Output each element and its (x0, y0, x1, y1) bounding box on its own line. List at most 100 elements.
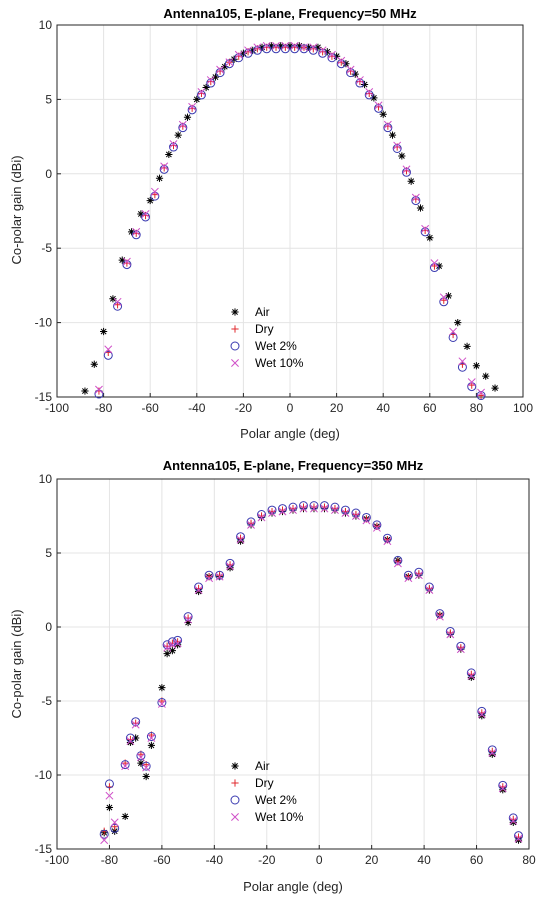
data-point (290, 41, 299, 50)
data-point (142, 763, 151, 772)
data-point (99, 829, 109, 839)
data-point (121, 812, 129, 821)
data-point (165, 150, 173, 159)
data-point (351, 512, 360, 520)
data-point (168, 640, 177, 649)
data-point (374, 101, 383, 110)
data-point (414, 571, 423, 580)
data-point (141, 210, 150, 218)
data-point (183, 612, 193, 622)
grid (56, 478, 530, 850)
data-point (425, 586, 434, 594)
data-point (126, 737, 135, 745)
data-point (215, 572, 224, 581)
data-point (295, 42, 303, 50)
data-point (131, 720, 140, 729)
data-point (169, 142, 178, 152)
tick-labels: -100 -80 -60 -40 -20 0 20 40 60 80 100 -15 -10 -5 0 5 10 (35, 18, 534, 415)
data-point (299, 44, 309, 54)
data-point (416, 204, 425, 212)
x-axis-label: Polar angle (deg) (240, 426, 340, 441)
data-point (204, 570, 214, 580)
data-point (257, 510, 267, 520)
data-marks (81, 41, 499, 401)
x-tick-label: 60 (470, 853, 484, 867)
data-point (288, 502, 298, 512)
chart-50mhz: Antenna105, E-plane, Frequency=50 MHz Po… (9, 6, 533, 441)
data-point (426, 234, 434, 242)
y-tick-label: 5 (45, 546, 52, 560)
x-tick-label: -20 (235, 401, 253, 415)
legend-marker (231, 762, 239, 770)
data-point (393, 555, 403, 565)
data-point (243, 48, 253, 58)
data-point (346, 65, 355, 74)
data-point (382, 533, 392, 543)
x-tick-label: -40 (206, 853, 224, 867)
legend-marker (231, 813, 239, 821)
data-point (234, 50, 243, 59)
data-point (456, 645, 465, 654)
x-tick-label: -100 (45, 853, 69, 867)
data-point (351, 70, 359, 78)
x-tick-label: 20 (365, 853, 379, 867)
x-tick-label: -80 (95, 401, 113, 415)
x-tick-label: 0 (316, 853, 323, 867)
data-point (277, 42, 285, 50)
chart-350mhz: Antenna105, E-plane, Frequency=350 MHz P… (9, 458, 536, 894)
data-point (420, 227, 430, 237)
data-point (320, 504, 329, 513)
data-point (236, 535, 245, 544)
legend-label: Dry (255, 776, 274, 790)
y-tick-label: 5 (45, 92, 52, 106)
data-point (477, 388, 486, 397)
data-point (158, 684, 166, 692)
data-point (194, 582, 204, 592)
data-point (305, 43, 313, 51)
data-point (424, 582, 434, 592)
data-point (132, 227, 141, 236)
legend-label: Wet 2% (255, 339, 297, 353)
data-point (125, 733, 135, 743)
data-point (253, 43, 262, 52)
tick-labels: -100 -80 -60 -40 -20 0 20 40 60 80 -15 -10 -5 0 5 10 (35, 472, 536, 867)
data-point (169, 140, 178, 148)
x-tick-label: -60 (153, 853, 171, 867)
data-point (122, 260, 132, 270)
data-point (187, 105, 197, 115)
data-point (215, 68, 225, 78)
y-axis-label: Co-polar gain (dBi) (9, 609, 24, 718)
data-point (183, 113, 192, 121)
data-point (224, 59, 234, 69)
data-point (142, 772, 150, 781)
data-point (393, 141, 402, 150)
data-point (336, 59, 346, 69)
data-point (239, 49, 247, 57)
data-point (299, 504, 308, 513)
data-point (160, 162, 169, 171)
data-point (141, 212, 151, 222)
data-point (146, 196, 154, 205)
data-point (383, 120, 392, 129)
x-tick-label: 80 (522, 853, 536, 867)
data-point (137, 759, 145, 767)
data-point (290, 44, 300, 54)
data-point (337, 56, 346, 65)
legend-label: Air (255, 305, 270, 319)
legend-label: Wet 10% (255, 356, 304, 370)
data-point (342, 60, 350, 68)
data-point (319, 501, 329, 511)
data-point (445, 626, 455, 636)
data-point (457, 362, 467, 372)
data-point (194, 586, 203, 594)
data-point (197, 88, 206, 96)
legend: Air Dry Wet 2% Wet 10% (230, 305, 304, 370)
data-point (508, 813, 518, 823)
data-point (100, 836, 109, 845)
x-tick-label: -60 (142, 401, 160, 415)
data-point (258, 43, 266, 51)
data-point (398, 152, 406, 160)
data-point (314, 43, 322, 51)
data-point (278, 504, 288, 514)
data-point (168, 647, 176, 655)
